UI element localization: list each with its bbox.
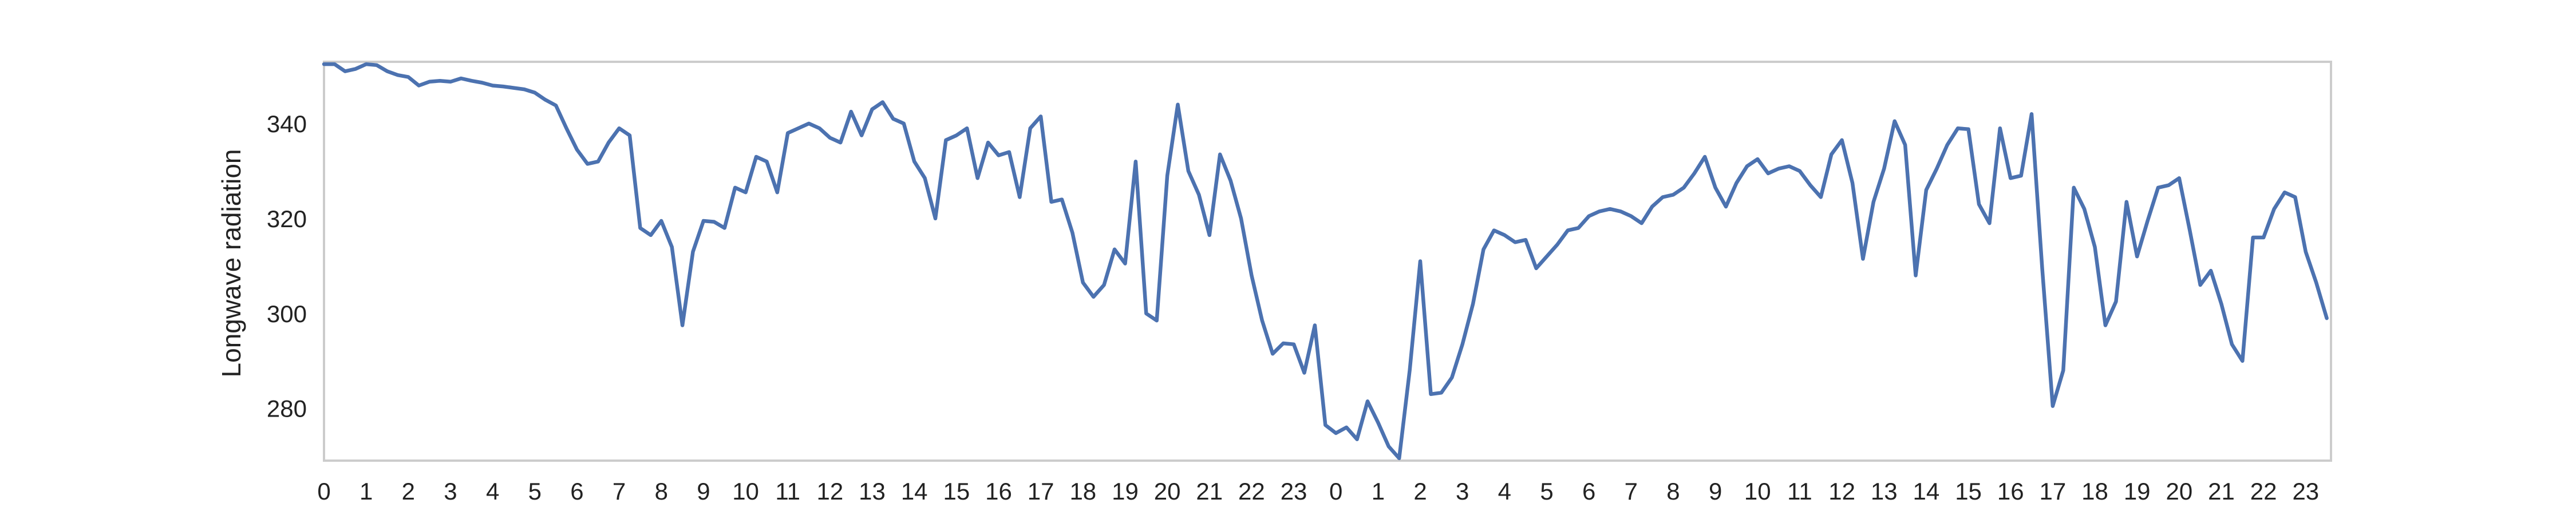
plot-area <box>322 61 2332 462</box>
x-tick-label: 3 <box>1456 478 1469 505</box>
x-tick-label: 0 <box>1329 478 1342 505</box>
x-tick-label: 13 <box>1871 478 1898 505</box>
x-tick-label: 16 <box>985 478 1012 505</box>
x-tick-label: 17 <box>1028 478 1054 505</box>
x-tick-label: 7 <box>1625 478 1638 505</box>
x-tick-label: 3 <box>444 478 457 505</box>
x-tick-label: 10 <box>1744 478 1771 505</box>
x-tick-label: 5 <box>528 478 542 505</box>
x-tick-label: 19 <box>1112 478 1139 505</box>
x-tick-label: 4 <box>486 478 499 505</box>
x-tick-label: 12 <box>817 478 844 505</box>
y-tick-label: 320 <box>267 205 307 232</box>
y-axis-ticks: 280 300 320 340 <box>267 110 307 422</box>
x-tick-label: 8 <box>1666 478 1680 505</box>
x-tick-label: 21 <box>2208 478 2235 505</box>
x-tick-label: 8 <box>655 478 668 505</box>
x-tick-label: 13 <box>859 478 886 505</box>
y-tick-label: 280 <box>267 395 307 422</box>
x-tick-label: 6 <box>1582 478 1595 505</box>
x-tick-label: 17 <box>2040 478 2067 505</box>
x-tick-label: 16 <box>1997 478 2024 505</box>
x-tick-label: 0 <box>317 478 330 505</box>
x-tick-label: 22 <box>2250 478 2277 505</box>
x-tick-label: 7 <box>613 478 626 505</box>
x-tick-label: 22 <box>1238 478 1265 505</box>
y-tick-label: 300 <box>267 300 307 327</box>
plot-frame <box>323 61 2332 462</box>
x-tick-label: 19 <box>2124 478 2151 505</box>
x-axis-ticks: 0 1 2 3 4 5 6 7 8 9 10 11 12 13 14 15 16 17 18 19 20 21 22 23 0 1… <box>317 478 2319 505</box>
x-tick-label: 6 <box>570 478 583 505</box>
y-axis-title: Longwave radiation <box>216 149 246 378</box>
x-tick-label: 21 <box>1196 478 1223 505</box>
x-tick-label: 14 <box>901 478 928 505</box>
x-tick-label: 2 <box>402 478 415 505</box>
x-tick-label: 14 <box>1913 478 1940 505</box>
x-tick-label: 10 <box>732 478 759 505</box>
y-tick-label: 340 <box>267 110 307 137</box>
x-tick-label: 20 <box>2166 478 2192 505</box>
x-tick-label: 23 <box>2292 478 2319 505</box>
x-tick-label: 4 <box>1498 478 1511 505</box>
x-tick-label: 1 <box>1372 478 1385 505</box>
x-tick-label: 2 <box>1413 478 1427 505</box>
x-tick-label: 15 <box>1955 478 1982 505</box>
x-tick-label: 9 <box>1709 478 1722 505</box>
x-tick-label: 23 <box>1281 478 1307 505</box>
x-tick-label: 5 <box>1540 478 1553 505</box>
x-tick-label: 11 <box>1787 478 1812 505</box>
x-tick-label: 12 <box>1828 478 1855 505</box>
x-tick-label: 9 <box>697 478 710 505</box>
series-line-1 <box>322 62 2329 461</box>
x-tick-label: 20 <box>1154 478 1181 505</box>
x-tick-label: 11 <box>775 478 800 505</box>
x-tick-label: 15 <box>943 478 970 505</box>
x-tick-label: 18 <box>1069 478 1096 505</box>
x-tick-label: 1 <box>359 478 373 505</box>
x-tick-label: 18 <box>2081 478 2108 505</box>
